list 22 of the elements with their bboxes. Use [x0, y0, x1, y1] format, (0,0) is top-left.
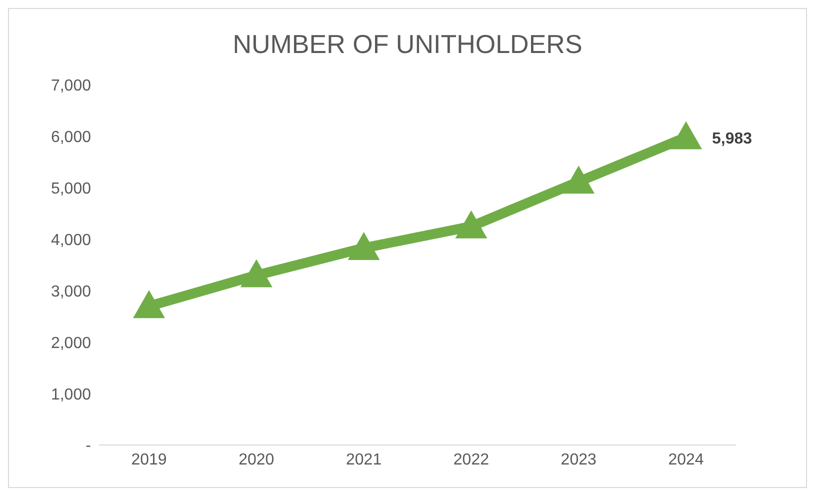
- x-tick-label: 2019: [131, 451, 167, 468]
- x-tick-label: 2021: [346, 451, 382, 468]
- y-tick-label: 3,000: [50, 283, 92, 300]
- point: [240, 259, 272, 288]
- point: [670, 121, 702, 150]
- y-tick-label: 7,000: [50, 78, 92, 95]
- y-tick-label: 5,000: [50, 180, 92, 198]
- x-tick-label: 2020: [238, 451, 274, 468]
- y-tick-label: 4,000: [50, 232, 92, 249]
- x-tick-label: 2022: [453, 451, 490, 468]
- point: [562, 166, 595, 194]
- chart-title: NUMBER OF UNITHOLDERS: [232, 29, 584, 61]
- y-tick-label: 6,000: [50, 129, 92, 146]
- data-label: 5,983: [712, 130, 752, 148]
- x-tick-label: 2024: [668, 451, 704, 468]
- x-tick-label: 2023: [560, 451, 596, 468]
- y-tick-label: 2,000: [50, 334, 92, 352]
- point: [455, 210, 488, 238]
- point: [133, 290, 165, 318]
- y-tick-label: 1,000: [50, 386, 92, 404]
- point: [348, 232, 380, 260]
- y-tick-label: -: [86, 438, 91, 455]
